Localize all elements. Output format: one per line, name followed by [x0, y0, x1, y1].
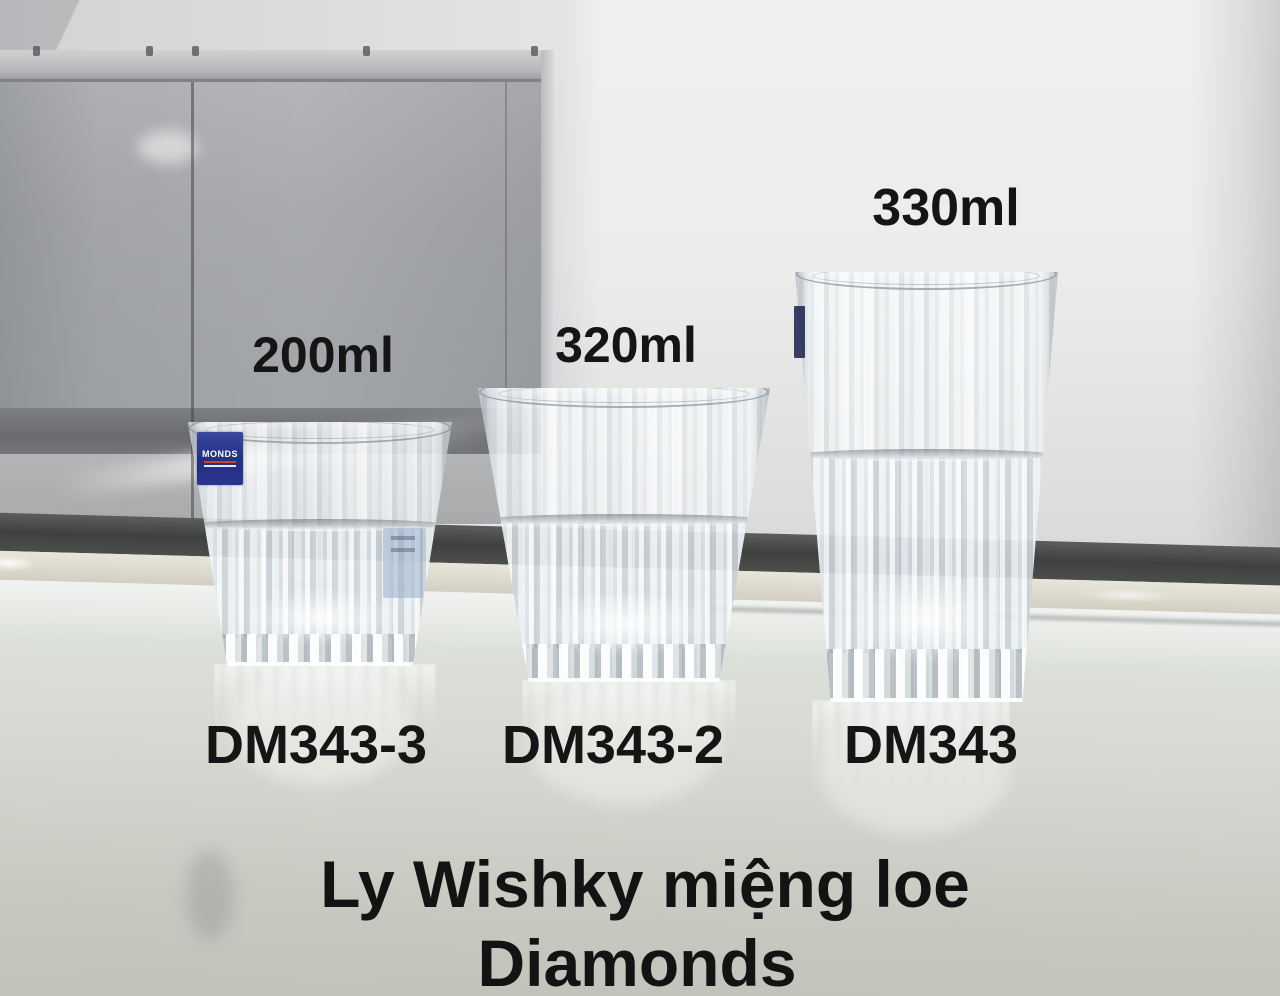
cabinet-hinge: [33, 46, 40, 56]
glass-reflection: [522, 680, 736, 764]
volume-label-320ml: 320ml: [555, 317, 697, 373]
model-label-dm343-3: DM343-3: [204, 715, 428, 775]
glass-reflection: [812, 700, 1010, 794]
glass-glow: [536, 590, 712, 658]
brand-sticker: MONDS: [197, 432, 243, 485]
glass-glow: [847, 568, 1006, 667]
glass-waterline: [800, 448, 1053, 461]
cabinet-hinge: [146, 46, 153, 56]
sticker-white-line: [203, 465, 237, 467]
cabinet-hinge: [192, 46, 199, 56]
glass-330ml: [795, 272, 1058, 702]
edge-label-tall-glass: [794, 306, 805, 358]
cabinet-door-seam: [191, 82, 194, 524]
volume-label-200ml: 200ml: [252, 327, 394, 383]
volume-label-330ml: 330ml: [872, 179, 1020, 237]
model-label-dm343: DM343: [843, 715, 1019, 775]
cabinet-hinge: [363, 46, 370, 56]
brand-sticker-text: MONDS: [202, 449, 238, 459]
cabinet-top-rail: [0, 46, 554, 82]
wall-corner-dark: [0, 0, 106, 52]
model-label-dm343-2: DM343-2: [501, 715, 725, 775]
glass-waterline: [193, 518, 447, 531]
sticker-red-line: [203, 461, 237, 463]
wall-corner-shade: [1190, 0, 1280, 600]
glass-glow: [240, 589, 400, 646]
table-smudge: [186, 850, 234, 940]
caption-line-1: Ly Wishky miệng loe: [320, 847, 970, 921]
caption-line-2: Diamonds: [477, 926, 797, 996]
cabinet-smudge: [138, 130, 198, 164]
cabinet-door-panel: [0, 82, 554, 408]
cabinet-hinge: [531, 46, 538, 56]
back-label-through-glass: [383, 528, 423, 598]
glass-waterline: [483, 513, 765, 526]
cabinet-door-seam-right: [505, 82, 507, 524]
glass-reflection: [214, 664, 436, 742]
glass-320ml: [478, 388, 770, 682]
wall-above-cabinet: [0, 0, 560, 56]
